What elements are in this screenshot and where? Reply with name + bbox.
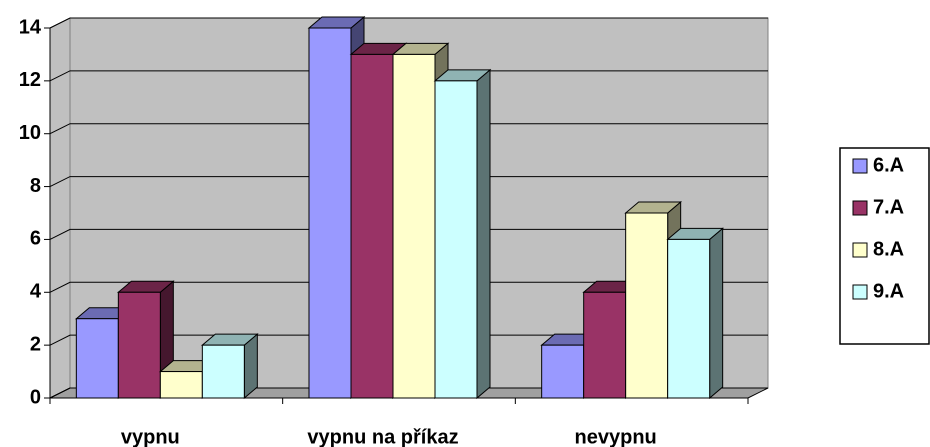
grid-line: [49, 70, 768, 82]
bar-side: [476, 68, 491, 400]
bar-side: [709, 227, 724, 400]
bar: [434, 80, 478, 399]
x-tick-label: nevypnu: [575, 426, 657, 447]
legend-swatch: [852, 158, 868, 174]
grid-line: [49, 334, 768, 346]
legend-label: 9.A: [873, 280, 904, 302]
grid-line: [49, 228, 768, 240]
bar: [159, 371, 203, 399]
x-tick-label: vypnu na příkaz: [307, 426, 458, 447]
bar: [583, 291, 627, 399]
legend-swatch: [852, 242, 868, 258]
bar: [667, 238, 711, 399]
bar: [350, 53, 394, 399]
bar: [308, 27, 352, 399]
grid-line: [49, 123, 768, 135]
bar: [541, 344, 585, 399]
bar: [117, 291, 161, 399]
y-tick-label: 6: [30, 228, 41, 250]
y-tick-label: 14: [19, 16, 42, 38]
x-tick-label: vypnu: [121, 426, 180, 447]
legend-label: 7.A: [873, 196, 904, 218]
y-tick-label: 4: [30, 281, 42, 303]
y-tick-label: 10: [19, 122, 41, 144]
legend-swatch: [852, 284, 868, 300]
y-tick-label: 2: [30, 333, 41, 355]
bar: [75, 318, 119, 399]
bar: [625, 212, 669, 399]
grid-line: [49, 17, 768, 29]
bar: [392, 53, 436, 399]
legend-label: 8.A: [873, 238, 904, 260]
grid-line: [49, 387, 768, 399]
bar: [201, 344, 245, 399]
y-tick-label: 8: [30, 175, 41, 197]
legend-label: 6.A: [873, 154, 904, 176]
side-wall: [49, 17, 71, 399]
grid-line: [49, 176, 768, 188]
grid-line: [49, 281, 768, 293]
y-tick-label: 12: [19, 69, 41, 91]
legend-swatch: [852, 200, 868, 216]
y-tick-label: 0: [30, 386, 41, 408]
